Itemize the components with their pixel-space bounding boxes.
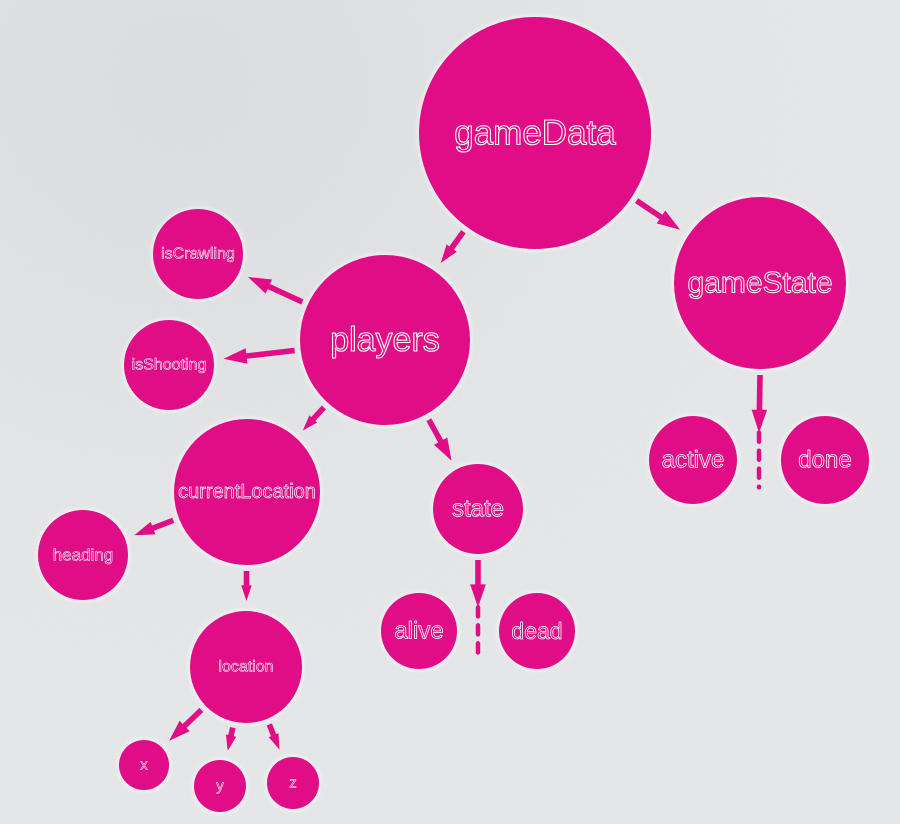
svg-text:state: state — [452, 496, 504, 523]
svg-text:gameData: gameData — [454, 114, 616, 153]
svg-text:dead: dead — [511, 618, 562, 644]
svg-text:alive: alive — [394, 618, 443, 645]
svg-text:active: active — [662, 447, 725, 474]
svg-text:currentLocation: currentLocation — [178, 481, 316, 503]
svg-text:isCrawling: isCrawling — [161, 246, 235, 263]
svg-text:players: players — [330, 321, 440, 359]
svg-text:location: location — [218, 659, 273, 676]
svg-text:done: done — [798, 447, 851, 474]
svg-text:gameState: gameState — [687, 267, 832, 300]
svg-text:z: z — [289, 775, 297, 792]
svg-text:isShooting: isShooting — [132, 357, 207, 374]
svg-text:heading: heading — [53, 546, 114, 565]
svg-text:x: x — [140, 757, 148, 774]
svg-text:y: y — [216, 778, 224, 795]
